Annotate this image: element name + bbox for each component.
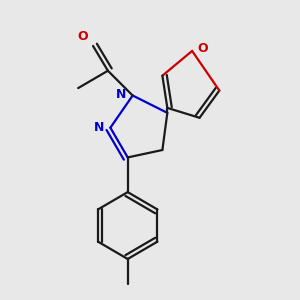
Text: O: O — [77, 31, 88, 44]
Text: O: O — [197, 42, 208, 55]
Text: N: N — [94, 121, 104, 134]
Text: N: N — [116, 88, 127, 101]
